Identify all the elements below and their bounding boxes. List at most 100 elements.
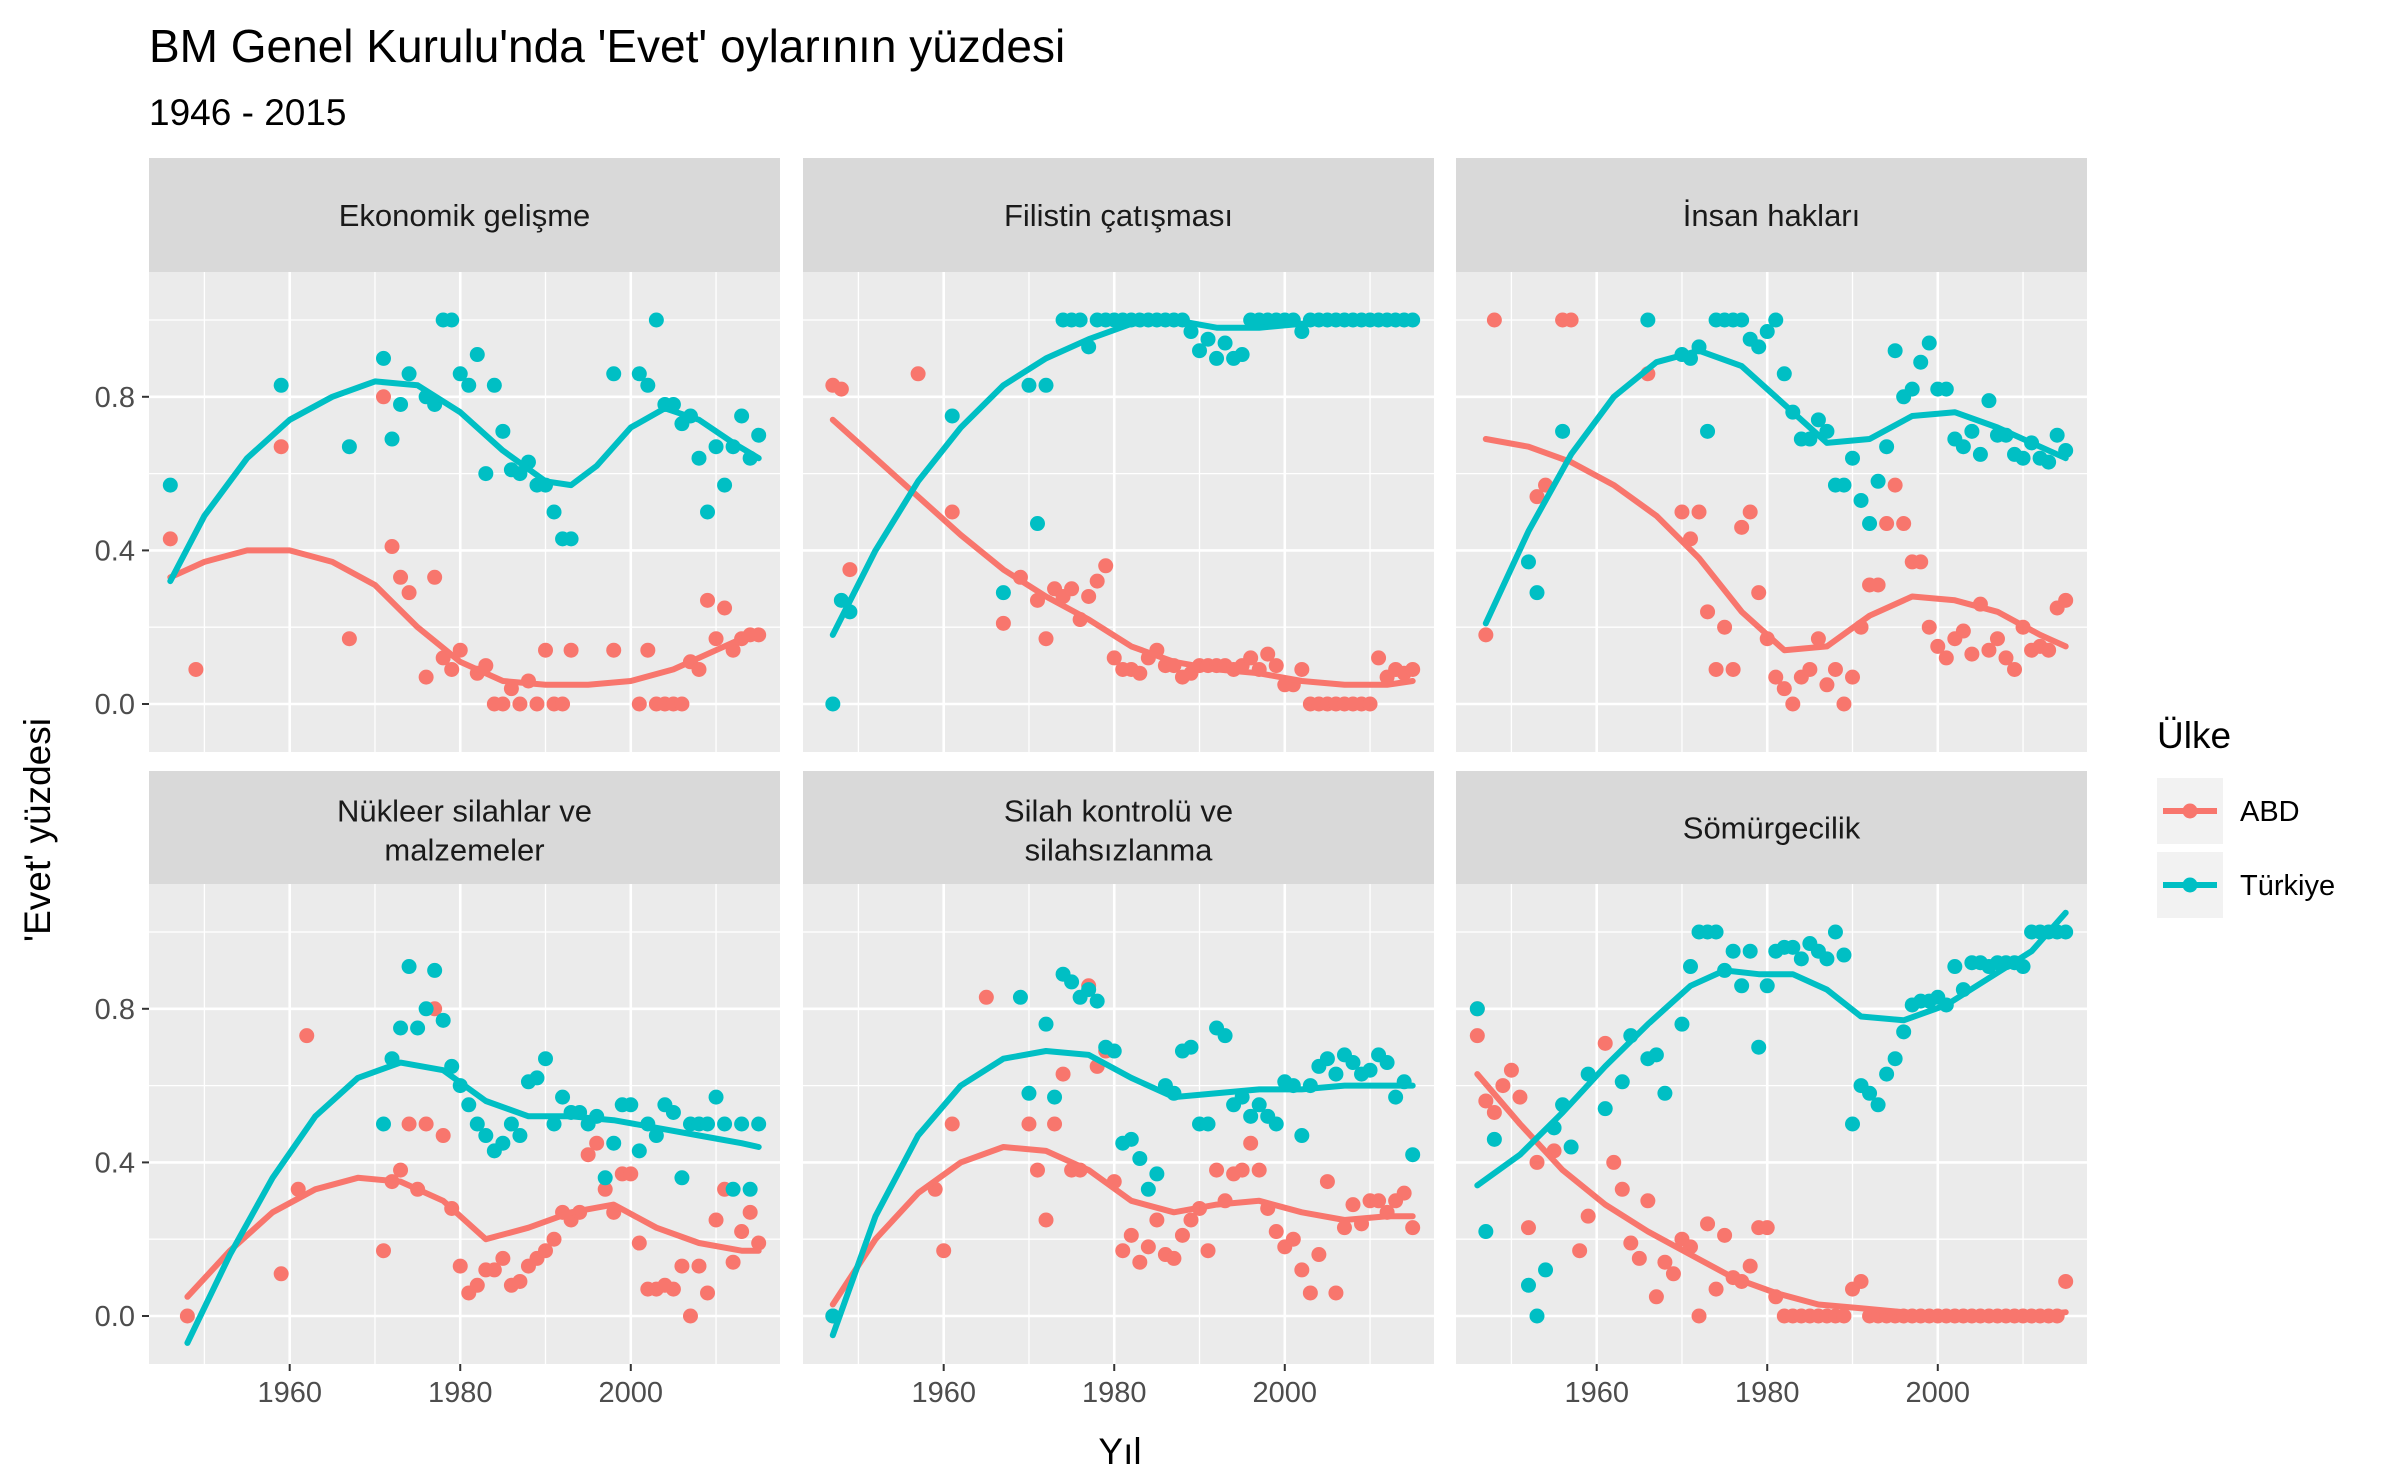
x-tick-label: 1960 bbox=[911, 1377, 976, 1409]
data-point bbox=[1938, 381, 1954, 397]
data-point bbox=[401, 1116, 417, 1132]
data-point bbox=[1132, 1151, 1148, 1167]
data-point bbox=[1938, 650, 1954, 666]
data-point bbox=[682, 1308, 698, 1324]
data-point bbox=[1802, 661, 1818, 677]
data-point bbox=[1336, 1220, 1352, 1236]
data-point bbox=[1520, 1220, 1536, 1236]
data-point bbox=[1734, 312, 1750, 328]
data-point bbox=[1038, 377, 1054, 393]
data-point bbox=[179, 1308, 195, 1324]
data-point bbox=[444, 312, 460, 328]
data-point bbox=[1887, 1051, 1903, 1067]
data-point bbox=[1081, 588, 1097, 604]
data-point bbox=[1371, 650, 1387, 666]
data-point bbox=[708, 439, 724, 455]
data-point bbox=[427, 962, 443, 978]
data-point bbox=[734, 408, 750, 424]
y-axis-title: 'Evet' yüzdesi bbox=[17, 718, 58, 942]
data-point bbox=[1845, 669, 1861, 685]
legend-key-point bbox=[2182, 877, 2198, 893]
data-point bbox=[833, 381, 849, 397]
data-point bbox=[1998, 650, 2014, 666]
data-point bbox=[674, 696, 690, 712]
y-tick-label: 0.0 bbox=[95, 1301, 135, 1333]
data-point bbox=[1640, 1193, 1656, 1209]
data-point bbox=[995, 585, 1011, 601]
y-tick-label: 0.8 bbox=[95, 994, 135, 1026]
data-point bbox=[1862, 1085, 1878, 1101]
data-point bbox=[1183, 1212, 1199, 1228]
data-point bbox=[1251, 1162, 1267, 1178]
facet-strip bbox=[149, 771, 780, 884]
data-point bbox=[418, 669, 434, 685]
data-point bbox=[273, 377, 289, 393]
legend-label: Türkiye bbox=[2240, 870, 2335, 902]
data-point bbox=[606, 642, 622, 658]
data-point bbox=[1405, 1147, 1421, 1163]
data-point bbox=[1845, 450, 1861, 466]
data-point bbox=[1734, 978, 1750, 994]
data-point bbox=[1836, 696, 1852, 712]
data-point bbox=[1742, 504, 1758, 520]
data-point bbox=[2058, 924, 2074, 940]
data-point bbox=[1597, 1035, 1613, 1051]
data-point bbox=[910, 366, 926, 382]
data-point bbox=[751, 427, 767, 443]
data-point bbox=[1563, 312, 1579, 328]
data-point bbox=[1904, 381, 1920, 397]
data-point bbox=[1200, 1243, 1216, 1259]
x-axis-title: Yıl bbox=[1098, 1431, 1141, 1472]
data-point bbox=[1896, 516, 1912, 532]
data-point bbox=[691, 450, 707, 466]
data-point bbox=[1827, 924, 1843, 940]
data-point bbox=[435, 1128, 451, 1144]
data-point bbox=[1379, 1055, 1395, 1071]
facet-strip bbox=[1456, 771, 2087, 884]
data-point bbox=[1776, 681, 1792, 697]
facet-panel: Ekonomik gelişme 0.0 0.4 0.8 bbox=[95, 158, 780, 752]
data-point bbox=[734, 1116, 750, 1132]
data-point bbox=[1038, 631, 1054, 647]
data-point bbox=[2007, 661, 2023, 677]
smooth-trend-line bbox=[1482, 347, 2069, 627]
data-point bbox=[1234, 1162, 1250, 1178]
data-point bbox=[1328, 1285, 1344, 1301]
data-point bbox=[1268, 1116, 1284, 1132]
data-point bbox=[546, 1116, 562, 1132]
data-point bbox=[1853, 1273, 1869, 1289]
data-point bbox=[1768, 669, 1784, 685]
data-point bbox=[1981, 642, 1997, 658]
data-point bbox=[1529, 1308, 1545, 1324]
data-point bbox=[1021, 1116, 1037, 1132]
data-point bbox=[1657, 1085, 1673, 1101]
data-point bbox=[1029, 516, 1045, 532]
data-point bbox=[640, 642, 656, 658]
data-point bbox=[606, 1135, 622, 1151]
data-point bbox=[1913, 354, 1929, 370]
data-point bbox=[538, 642, 554, 658]
data-point bbox=[1717, 1227, 1733, 1243]
legend-entries: ABD Türkiye bbox=[2157, 778, 2335, 918]
data-point bbox=[1503, 1062, 1519, 1078]
data-point bbox=[384, 539, 400, 555]
x-tick-label: 2000 bbox=[599, 1377, 664, 1409]
data-point bbox=[1183, 1039, 1199, 1055]
data-point bbox=[597, 1170, 613, 1186]
data-point bbox=[1810, 631, 1826, 647]
data-point bbox=[546, 504, 562, 520]
data-point bbox=[674, 1170, 690, 1186]
data-point bbox=[469, 1277, 485, 1293]
data-point bbox=[751, 1116, 767, 1132]
data-point bbox=[1021, 377, 1037, 393]
data-point bbox=[708, 1089, 724, 1105]
data-point bbox=[1405, 661, 1421, 677]
data-point bbox=[1921, 619, 1937, 635]
data-point bbox=[1751, 339, 1767, 355]
data-point bbox=[1708, 924, 1724, 940]
data-point bbox=[1486, 1131, 1502, 1147]
data-point bbox=[2041, 642, 2057, 658]
data-point bbox=[1853, 492, 1869, 508]
facet-panel: İnsan hakları bbox=[1456, 158, 2087, 752]
data-point bbox=[1810, 412, 1826, 428]
